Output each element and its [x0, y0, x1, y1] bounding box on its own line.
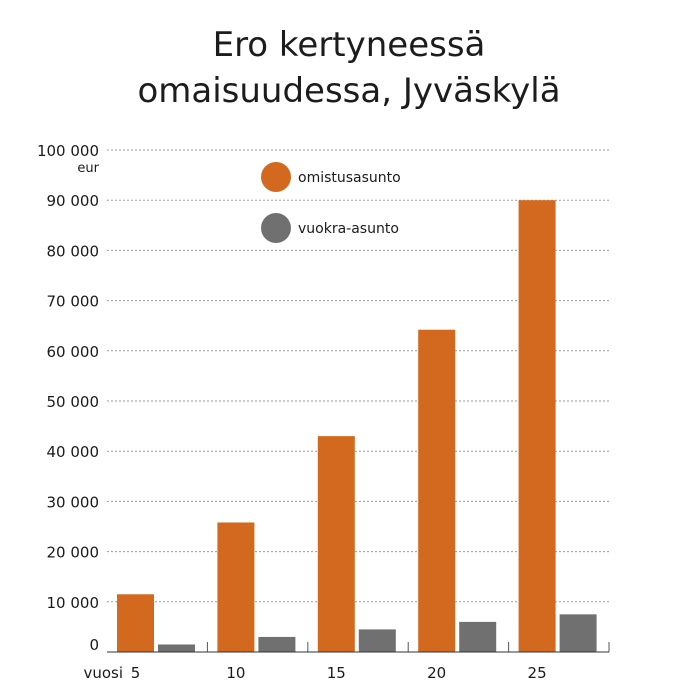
bar-omistusasunto-20 [418, 329, 456, 652]
x-tick-label: 5 [131, 664, 141, 682]
bars [117, 200, 597, 652]
y-tick-label: 90 000 [47, 192, 100, 210]
y-axis-unit-label: eur [77, 161, 99, 176]
y-tick-label: 60 000 [47, 343, 100, 361]
bar-vuokra-asunto-15 [358, 629, 396, 652]
y-tick-label: 30 000 [47, 493, 100, 511]
bar-omistusasunto-15 [317, 436, 355, 652]
chart-title: Ero kertyneessä omaisuudessa, Jyväskylä [0, 22, 698, 114]
bar-vuokra-asunto-20 [459, 621, 497, 652]
y-tick-label: 0 [89, 636, 99, 654]
legend: omistusasunto vuokra-asunto [261, 162, 401, 243]
y-tick-label: 50 000 [47, 393, 100, 411]
x-axis-label: vuosi [83, 664, 123, 682]
bar-omistusasunto-10 [217, 522, 255, 652]
bar-vuokra-asunto-5 [158, 644, 195, 652]
y-axis: 0 10 000 20 000 30 000 40 000 50 000 60 000 70 … [37, 142, 100, 654]
legend-label-omistusasunto: omistusasunto [298, 170, 401, 186]
bar-vuokra-asunto-10 [258, 636, 296, 652]
x-tick-label: 20 [427, 664, 446, 682]
y-tick-label: 10 000 [47, 594, 100, 612]
x-axis: 5 10 15 20 25 vuosi [83, 642, 610, 682]
legend-swatch-vuokra-asunto [261, 213, 291, 243]
chart-title-line-1: Ero kertyneessä [212, 25, 486, 65]
bar-omistusasunto-25 [518, 200, 556, 652]
y-tick-label: 20 000 [47, 544, 100, 562]
legend-label-vuokra-asunto: vuokra-asunto [298, 221, 399, 237]
bar-vuokra-asunto-25 [559, 614, 597, 652]
bar-omistusasunto-5 [117, 594, 154, 652]
legend-swatch-omistusasunto [261, 162, 291, 192]
y-tick-label: 100 000 [37, 142, 99, 160]
y-tick-label: 80 000 [47, 242, 100, 260]
y-tick-label: 40 000 [47, 443, 100, 461]
x-tick-label: 25 [528, 664, 547, 682]
x-tick-label: 15 [327, 664, 346, 682]
y-tick-label: 70 000 [47, 293, 100, 311]
chart-title-line-2: omaisuudessa, Jyväskylä [137, 71, 561, 111]
x-tick-label: 10 [226, 664, 245, 682]
